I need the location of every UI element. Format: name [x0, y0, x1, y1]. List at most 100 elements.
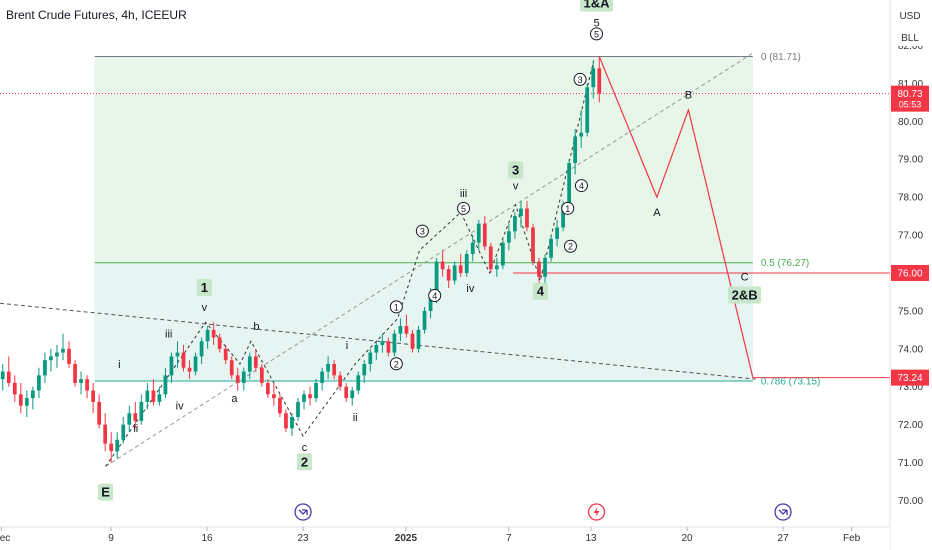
currency-button-bg	[894, 6, 926, 24]
candle	[133, 401, 138, 429]
wave-label: 2	[563, 239, 577, 253]
candle	[555, 219, 559, 247]
candle	[398, 318, 403, 342]
candle-body	[374, 345, 379, 353]
candle	[49, 348, 53, 372]
last-price-pill-bg	[891, 85, 929, 112]
wave-text: a	[231, 393, 238, 405]
event-circle	[294, 503, 312, 521]
trendline	[0, 302, 756, 380]
x-tick-label: 2025	[395, 533, 418, 544]
candle	[193, 352, 198, 376]
candle-body	[362, 363, 367, 376]
candle-body	[513, 216, 517, 232]
candle-body	[115, 439, 120, 452]
candle-body	[139, 401, 144, 421]
y-tick-label: 75.00	[898, 306, 923, 317]
candle-body	[6, 371, 11, 383]
candle	[145, 382, 150, 410]
candle-body	[320, 371, 324, 383]
candle-body	[121, 424, 126, 440]
candle	[296, 398, 300, 421]
candle	[410, 329, 415, 353]
currency-button-bll[interactable]: BLL	[894, 28, 926, 46]
candle	[205, 326, 210, 349]
wave-text: 1	[201, 280, 208, 295]
candle	[573, 128, 578, 175]
candle-body	[205, 329, 210, 342]
wave-text: 3	[578, 75, 583, 85]
candle	[585, 83, 590, 137]
candle	[229, 356, 234, 380]
candle-body	[73, 363, 77, 383]
candle-body	[332, 363, 337, 376]
candle-body	[567, 163, 572, 205]
wave-label: 2&B	[728, 286, 762, 304]
candle-body	[55, 352, 59, 357]
price-pill: 73.24	[891, 369, 929, 386]
candle	[241, 367, 246, 391]
wave-text: ii	[133, 423, 138, 435]
wave-label: 4	[428, 289, 442, 303]
candle-body	[97, 401, 102, 425]
candle	[157, 386, 162, 406]
wave-text: A	[653, 207, 661, 219]
candle-body	[537, 261, 541, 277]
wave-label: 1	[196, 278, 212, 296]
candle	[79, 371, 83, 395]
candle-body	[91, 390, 95, 402]
candle-body	[392, 333, 397, 353]
candle	[139, 394, 144, 425]
candle	[344, 382, 349, 402]
candle	[187, 360, 192, 380]
candle-body	[266, 382, 270, 395]
wave-circle	[389, 300, 403, 314]
currency-button-usd[interactable]: USD	[894, 6, 926, 24]
wave-text: 2	[394, 359, 399, 369]
y-tick-label: 80.00	[898, 117, 923, 128]
candle-body	[247, 356, 252, 372]
candle-body	[404, 326, 409, 334]
wave-text: 3	[512, 162, 519, 177]
candle-body	[452, 265, 457, 281]
candle-body	[193, 356, 198, 372]
arrow-circle-icon[interactable]	[774, 503, 792, 521]
wave-text: v	[202, 302, 208, 314]
candle	[356, 371, 361, 395]
candle	[404, 314, 409, 338]
candle	[259, 363, 264, 387]
candle-body	[410, 333, 415, 349]
y-tick-label: 77.00	[898, 231, 923, 242]
candle	[24, 390, 29, 418]
candle-body	[458, 265, 463, 273]
currency-button-label: USD	[899, 11, 920, 22]
wave-text: 5	[593, 18, 599, 30]
wave-box	[580, 0, 614, 12]
candle	[61, 333, 65, 361]
lightning-circle-icon[interactable]	[587, 503, 606, 521]
candle	[121, 417, 126, 444]
candle	[386, 337, 391, 357]
candle	[97, 394, 102, 429]
arrow-circle-icon[interactable]	[294, 503, 312, 521]
y-tick-label: 81.00	[898, 79, 923, 90]
candle-body	[470, 242, 475, 255]
wave-path	[105, 60, 595, 467]
candle-body	[157, 394, 162, 402]
candle	[12, 375, 17, 402]
candle-body	[525, 208, 529, 228]
candle-body	[290, 417, 294, 429]
candle-body	[386, 341, 391, 353]
candle	[549, 235, 553, 262]
wave-label: 5	[593, 18, 599, 30]
candle-body	[440, 261, 445, 270]
candle-body	[67, 348, 71, 364]
event-icons-layer[interactable]	[294, 503, 792, 521]
candle	[0, 363, 5, 391]
candle	[31, 386, 35, 410]
candle	[85, 375, 89, 399]
wave-box	[728, 286, 762, 304]
fib-label: 0 (81.71)	[761, 52, 801, 63]
last-price-value: 80.73	[897, 89, 922, 100]
